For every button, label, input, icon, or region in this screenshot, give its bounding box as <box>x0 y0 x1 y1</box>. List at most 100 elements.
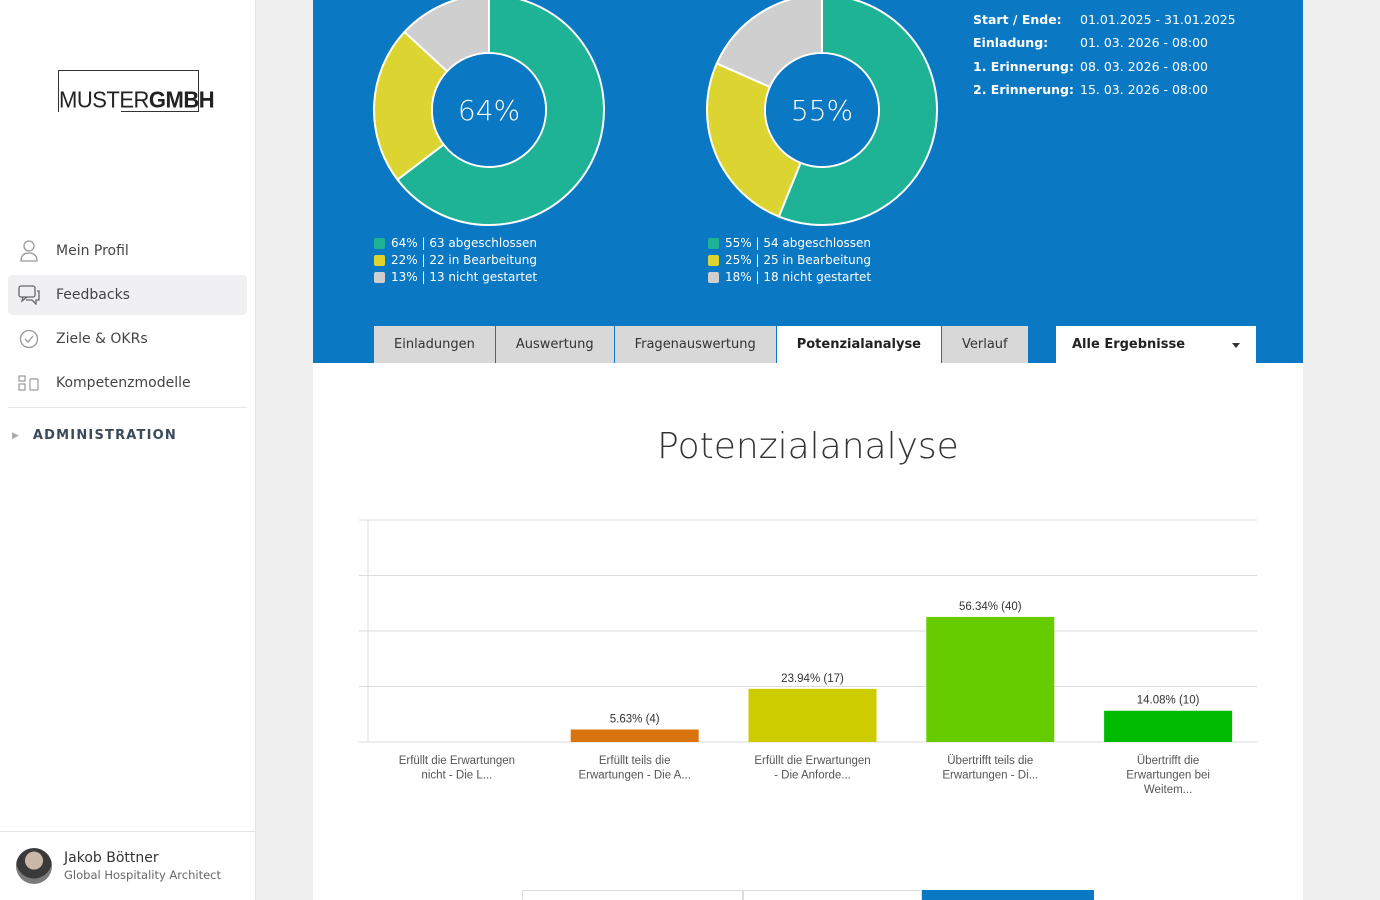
sidebar-item-label: Ziele & OKRs <box>56 331 148 347</box>
donut-chart-2: 55% <box>706 0 938 226</box>
legend-swatch <box>708 255 719 266</box>
info-value: 01.01.2025 - 31.01.2025 <box>1080 12 1236 28</box>
info-row: Start / Ende: 01.01.2025 - 31.01.2025 <box>973 8 1236 31</box>
bar-data-label: 5.63% (4) <box>610 714 660 726</box>
logo-text-part1: MUSTER <box>59 86 149 113</box>
sidebar-item-feedbacks[interactable]: Feedbacks <box>8 275 247 315</box>
bar[interactable] <box>748 688 877 742</box>
nav-divider <box>8 407 247 408</box>
info-row: 1. Erinnerung: 08. 03. 2026 - 08:00 <box>973 55 1236 78</box>
tab-auswertung[interactable]: Auswertung <box>495 326 615 363</box>
results-filter-dropdown[interactable]: Alle Ergebnisse <box>1056 326 1256 363</box>
caret-down-icon <box>1232 343 1240 348</box>
chat-icon <box>18 284 40 306</box>
section-title: Potenzialanalyse <box>657 426 959 467</box>
donut-hole <box>433 54 545 166</box>
donut-hole <box>766 54 878 166</box>
x-tick-label: Erwartungen - Die A... <box>578 770 691 782</box>
legend-swatch <box>708 238 719 249</box>
donut-1-center-label: 64% <box>458 94 520 127</box>
tab-verlauf[interactable]: Verlauf <box>942 326 1029 363</box>
potenzialanalyse-bar-chart: Erfüllt die Erwartungen nicht - Die L... 5… <box>359 519 1257 796</box>
donut-1-legend: 64% | 63 abgeschlossen 22% | 22 in Bearb… <box>374 235 537 286</box>
legend-item: 25% | 25 in Bearbeitung <box>708 252 871 269</box>
sidebar-item-ziele-okrs[interactable]: Ziele & OKRs <box>8 319 247 359</box>
sidebar-item-mein-profil[interactable]: Mein Profil <box>8 231 247 271</box>
legend-label: 25% | 25 in Bearbeitung <box>725 253 871 267</box>
user-role: Global Hospitality Architect <box>64 868 221 882</box>
avatar <box>16 848 52 884</box>
legend-item: 22% | 22 in Bearbeitung <box>374 252 537 269</box>
info-value: 01. 03. 2026 - 08:00 <box>1080 35 1208 51</box>
bar[interactable] <box>926 616 1055 742</box>
tab-potenzialanalyse[interactable]: Potenzialanalyse <box>776 326 942 363</box>
donut-segment <box>777 0 938 226</box>
logo-text-part2: GMBH <box>148 86 215 113</box>
x-tick-label: Erfüllt teils die <box>599 755 671 767</box>
legend-label: 18% | 18 nicht gestartet <box>725 270 872 284</box>
info-row: 2. Erinnerung: 15. 03. 2026 - 08:00 <box>973 78 1236 101</box>
bottom-tab[interactable] <box>522 890 743 900</box>
bottom-tab-bar <box>522 890 1094 900</box>
legend-swatch <box>374 238 385 249</box>
x-tick-label: Erfüllt die Erwartungen <box>754 755 870 767</box>
x-tick-label: nicht - Die L... <box>421 770 492 782</box>
donut-segment <box>403 0 490 73</box>
legend-swatch <box>374 272 385 283</box>
x-tick-label: Übertrifft die <box>1137 755 1199 767</box>
sidebar: MUSTERGMBH Mein Profil Feedbacks Ziele &… <box>0 0 256 900</box>
legend-item: 13% | 13 nicht gestartet <box>374 269 537 286</box>
donut-segment <box>715 0 823 89</box>
legend-label: 55% | 54 abgeschlossen <box>725 236 872 250</box>
tab-bar: Einladungen Auswertung Fragenauswertung … <box>374 326 1029 363</box>
donut-segment <box>373 30 449 182</box>
legend-item: 64% | 63 abgeschlossen <box>374 235 537 252</box>
bar-data-label: 14.08% (10) <box>1137 695 1200 707</box>
legend-label: 64% | 63 abgeschlossen <box>391 236 538 250</box>
bar-data-label: 23.94% (17) <box>781 673 844 685</box>
tab-fragenauswertung[interactable]: Fragenauswertung <box>614 326 777 363</box>
admin-label: ADMINISTRATION <box>32 428 177 443</box>
bar-data-label: 56.34% (40) <box>959 601 1022 613</box>
sidebar-item-kompetenzmodelle[interactable]: Kompetenzmodelle <box>8 363 247 403</box>
user-profile[interactable]: Jakob Böttner Global Hospitality Archite… <box>16 848 221 884</box>
donut-segment <box>396 0 605 226</box>
legend-swatch <box>374 255 385 266</box>
x-tick-label: Übertrifft teils die <box>947 755 1033 767</box>
dropdown-selected-value: Alle Ergebnisse <box>1072 337 1186 352</box>
x-tick-label: Weitem... <box>1144 784 1192 796</box>
info-row: Einladung: 01. 03. 2026 - 08:00 <box>973 31 1236 54</box>
sidebar-item-label: Mein Profil <box>56 243 129 259</box>
donut-2-center-label: 55% <box>791 94 853 127</box>
info-key: Start / Ende: <box>973 12 1062 28</box>
model-icon <box>18 372 40 394</box>
donut-chart-1: 64% <box>373 0 605 226</box>
company-logo[interactable]: MUSTERGMBH <box>58 70 215 113</box>
info-key: Einladung: <box>973 35 1049 51</box>
info-key: 1. Erinnerung: <box>973 58 1074 74</box>
bar[interactable] <box>1104 710 1233 742</box>
x-tick-label: - Die Anforde... <box>774 770 851 782</box>
donut-segment <box>706 62 802 218</box>
x-tick-label: Erwartungen bei <box>1126 770 1210 782</box>
bottom-tab-active[interactable] <box>922 890 1094 900</box>
main-content: 64% 64% | 63 abgeschlossen 22% | 22 in B… <box>313 0 1303 900</box>
tab-einladungen[interactable]: Einladungen <box>374 326 496 363</box>
sidebar-item-label: Feedbacks <box>56 287 130 303</box>
user-divider <box>0 831 256 832</box>
check-circle-icon <box>18 328 40 350</box>
x-tick-label: Erfüllt die Erwartungen <box>399 755 515 767</box>
sidebar-item-administration[interactable]: ▶ ADMINISTRATION <box>12 428 177 443</box>
info-value: 15. 03. 2026 - 08:00 <box>1080 82 1208 98</box>
legend-item: 18% | 18 nicht gestartet <box>708 269 871 286</box>
legend-swatch <box>708 272 719 283</box>
user-icon <box>18 240 40 262</box>
bar[interactable] <box>570 729 699 742</box>
x-tick-label: Erwartungen - Di... <box>942 770 1038 782</box>
bottom-tab[interactable] <box>743 890 922 900</box>
donut-2-legend: 55% | 54 abgeschlossen 25% | 25 in Bearb… <box>708 235 871 286</box>
chevron-right-icon: ▶ <box>12 430 19 441</box>
info-key: 2. Erinnerung: <box>973 82 1074 98</box>
sidebar-item-label: Kompetenzmodelle <box>56 375 191 391</box>
legend-label: 13% | 13 nicht gestartet <box>391 270 538 284</box>
